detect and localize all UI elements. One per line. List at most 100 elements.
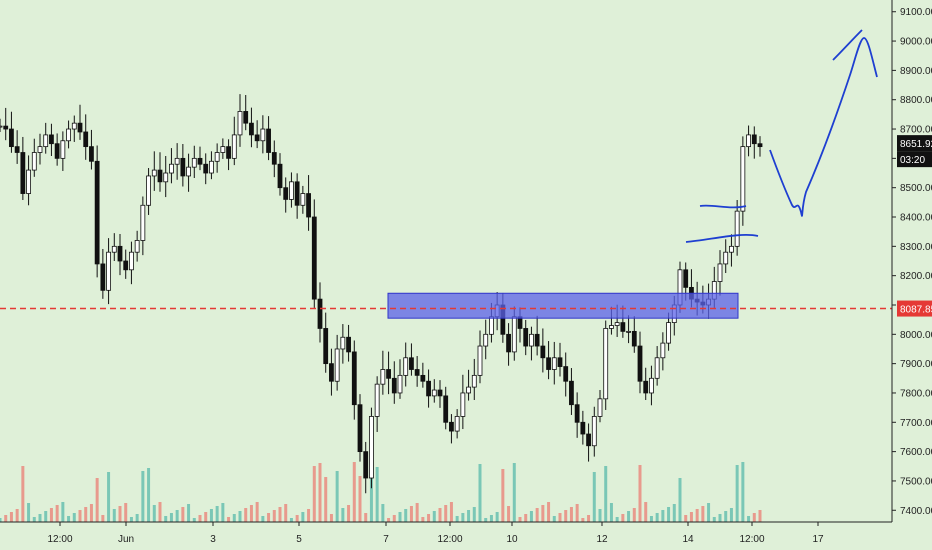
time-tick-label: 10 bbox=[506, 534, 518, 545]
candle-body bbox=[351, 351, 357, 406]
candle-body bbox=[746, 134, 751, 148]
candle-body bbox=[174, 157, 180, 165]
volume-bar bbox=[398, 512, 402, 522]
candle-body bbox=[329, 363, 334, 382]
volume-bar bbox=[604, 466, 608, 522]
volume-bar bbox=[341, 508, 345, 522]
candle-body bbox=[197, 157, 203, 165]
volume-bar bbox=[215, 506, 219, 522]
volume-bar bbox=[32, 517, 36, 522]
candle-body bbox=[740, 146, 746, 212]
candle-body bbox=[569, 380, 574, 406]
time-tick-label: 12:00 bbox=[437, 534, 462, 545]
candle-body bbox=[306, 193, 311, 218]
candle-body bbox=[157, 169, 163, 183]
volume-bar bbox=[107, 472, 111, 522]
volume-bar bbox=[655, 513, 659, 522]
candle-body bbox=[243, 111, 249, 124]
volume-bar bbox=[347, 505, 351, 522]
candle-body bbox=[3, 125, 9, 130]
breakout-mark-lower bbox=[685, 234, 759, 243]
volume-bar bbox=[547, 502, 551, 522]
volume-bar bbox=[552, 516, 556, 522]
candle-body bbox=[403, 357, 409, 376]
volume-bar bbox=[147, 468, 151, 522]
volume-bar bbox=[101, 515, 105, 522]
candle-body bbox=[631, 330, 637, 347]
volume-bar bbox=[718, 514, 722, 522]
volume-bar bbox=[67, 516, 71, 522]
volume-bar bbox=[678, 478, 682, 522]
volume-bar bbox=[632, 508, 636, 522]
volume-bar bbox=[4, 515, 8, 522]
candle-body bbox=[191, 157, 197, 168]
candle-body bbox=[54, 143, 60, 159]
volume-bar bbox=[712, 517, 716, 522]
candle-body bbox=[163, 172, 169, 183]
candle-body bbox=[557, 357, 563, 367]
candle-body bbox=[586, 433, 591, 447]
price-tick-label: 8300.00 bbox=[900, 242, 932, 253]
countdown-label: 03:20 bbox=[900, 155, 925, 166]
candle-body bbox=[397, 374, 403, 394]
volume-bar bbox=[667, 507, 671, 522]
volume-bar bbox=[72, 513, 76, 522]
candle-body bbox=[626, 330, 631, 333]
volume-bar bbox=[278, 507, 282, 522]
volume-bar bbox=[27, 503, 31, 522]
candle-body bbox=[71, 122, 77, 130]
volume-bar bbox=[507, 506, 511, 522]
volume-bar bbox=[364, 513, 368, 522]
candle-body bbox=[89, 146, 94, 162]
volume-bar bbox=[518, 517, 522, 522]
volume-bar bbox=[129, 517, 133, 522]
candle-body bbox=[683, 269, 689, 288]
volume-bar bbox=[295, 515, 299, 522]
volume-bar bbox=[587, 515, 591, 522]
volume-bar bbox=[312, 466, 316, 522]
candle-body bbox=[20, 152, 26, 194]
candle-body bbox=[123, 260, 129, 271]
candle-body bbox=[66, 128, 71, 142]
candle-body bbox=[249, 122, 254, 136]
volume-bar bbox=[461, 513, 465, 522]
volume-bar bbox=[467, 510, 471, 522]
price-tick-label: 7700.00 bbox=[900, 418, 932, 429]
volume-bar bbox=[89, 504, 93, 522]
volume-bar bbox=[529, 511, 533, 522]
support-price-label: 8087.85 bbox=[900, 305, 932, 316]
volume-bar bbox=[318, 463, 322, 522]
candle-body bbox=[580, 421, 586, 435]
candle-body bbox=[271, 152, 277, 165]
candle-body bbox=[203, 163, 209, 174]
support-zone bbox=[387, 292, 739, 319]
time-axis[interactable]: 12:00 Jun 3 5 7 12:00 10 12 14 12:00 17 bbox=[0, 521, 892, 545]
volume-bar bbox=[404, 509, 408, 522]
candle-body bbox=[597, 398, 603, 417]
volume-bar bbox=[535, 508, 539, 522]
volume-bar bbox=[649, 516, 653, 522]
volume-bar bbox=[261, 516, 265, 522]
candle-body bbox=[734, 210, 740, 247]
volume-bar bbox=[581, 518, 585, 522]
volume-bar bbox=[695, 509, 699, 522]
candle-body bbox=[563, 366, 569, 382]
candle-body bbox=[357, 404, 363, 453]
candle-body bbox=[757, 143, 763, 148]
candle-body bbox=[506, 333, 511, 353]
candle-body bbox=[380, 369, 386, 385]
candle-body bbox=[289, 181, 294, 200]
volume-bar bbox=[672, 504, 676, 522]
volume-bar bbox=[9, 512, 13, 522]
volume-bar bbox=[455, 516, 459, 522]
candle-body bbox=[374, 383, 380, 417]
time-tick-label: 12 bbox=[596, 534, 608, 545]
candle-body bbox=[277, 163, 283, 189]
candle-body bbox=[231, 134, 237, 159]
last-price-tag bbox=[897, 135, 932, 152]
trend-drawings bbox=[685, 29, 878, 243]
volume-bar bbox=[392, 515, 396, 522]
candle-body bbox=[43, 134, 49, 148]
candle-body bbox=[100, 263, 106, 291]
